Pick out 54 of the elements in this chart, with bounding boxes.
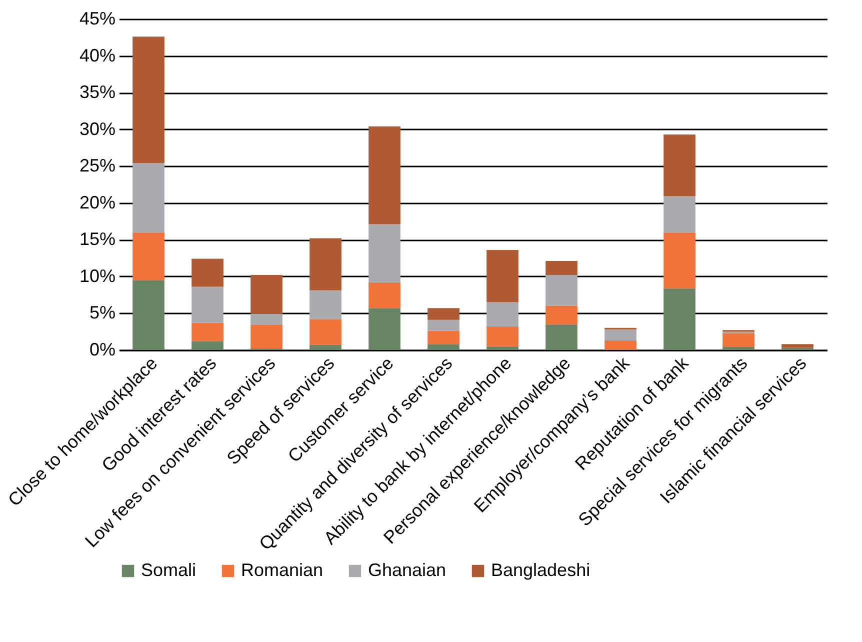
bar xyxy=(486,302,518,326)
y-tick-label: 25% xyxy=(79,156,116,176)
bar xyxy=(132,232,164,280)
legend-label: Ghanaian xyxy=(368,560,446,580)
bar xyxy=(782,344,814,348)
bar xyxy=(546,324,578,350)
bar xyxy=(604,340,636,350)
bar xyxy=(486,346,518,350)
bar xyxy=(428,320,460,331)
bar xyxy=(368,282,400,308)
bar xyxy=(310,290,342,320)
bar xyxy=(664,232,696,288)
bar xyxy=(428,344,460,350)
bar xyxy=(486,250,518,302)
y-tick-label: 35% xyxy=(79,82,116,102)
bar xyxy=(486,326,518,346)
bar xyxy=(310,344,342,350)
bar xyxy=(664,196,696,232)
bar xyxy=(192,258,224,287)
y-tick-label: 45% xyxy=(79,8,116,28)
bar xyxy=(428,330,460,344)
y-tick-label: 15% xyxy=(79,229,116,250)
legend-label: Bangladeshi xyxy=(491,560,590,580)
bar xyxy=(664,288,696,350)
y-tick-label: 40% xyxy=(79,45,116,66)
bar xyxy=(604,329,636,340)
bar xyxy=(192,286,224,323)
bar xyxy=(546,274,578,306)
bar xyxy=(310,238,342,290)
bar xyxy=(428,308,460,320)
bar xyxy=(310,319,342,345)
y-tick-label: 10% xyxy=(79,266,116,286)
y-tick-label: 5% xyxy=(89,302,116,323)
bar xyxy=(368,224,400,282)
y-tick-label: 30% xyxy=(79,118,116,139)
bar xyxy=(368,308,400,350)
bar xyxy=(132,36,164,164)
bar xyxy=(250,314,282,325)
bar xyxy=(192,341,224,350)
bar xyxy=(250,274,282,314)
bar xyxy=(722,347,754,350)
bar xyxy=(722,333,754,348)
legend-label: Somali xyxy=(141,560,196,580)
y-tick-label: 0% xyxy=(89,340,116,360)
bar xyxy=(132,163,164,232)
bar xyxy=(546,261,578,275)
bar xyxy=(132,280,164,350)
bar xyxy=(250,324,282,349)
bar xyxy=(664,134,696,196)
bar xyxy=(192,322,224,342)
legend-label: Romanian xyxy=(241,560,324,580)
y-tick-label: 20% xyxy=(79,192,116,212)
bar xyxy=(368,126,400,224)
bar xyxy=(546,306,578,324)
